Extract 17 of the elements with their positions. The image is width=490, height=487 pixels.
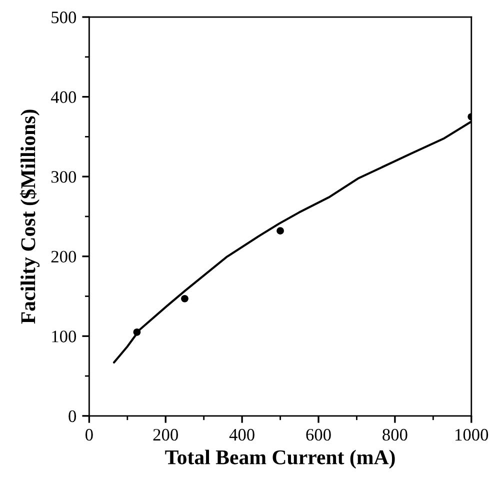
y-tick-label: 0 (68, 410, 76, 422)
point (133, 328, 141, 336)
x-tick-label: 600 (306, 428, 331, 441)
x-tick-label: 200 (153, 428, 178, 441)
y-tick-label: 200 (51, 250, 76, 263)
y-tick-label: 400 (50, 91, 76, 104)
x-tick-label: 1000 (456, 428, 488, 441)
point (181, 294, 188, 302)
y-tick-label: 500 (52, 12, 76, 24)
x-axis-title: Total Beam Current (mA) (165, 450, 395, 469)
x-tick-label: 0 (86, 428, 93, 441)
x-tick-label: 800 (382, 428, 408, 441)
y-tick-label: 100 (52, 330, 76, 342)
point (276, 227, 284, 235)
y-axis-title: Facility Cost ($Millions) (20, 110, 40, 324)
x-tick-label: 400 (229, 428, 254, 441)
y-tick-label: 300 (51, 171, 76, 183)
